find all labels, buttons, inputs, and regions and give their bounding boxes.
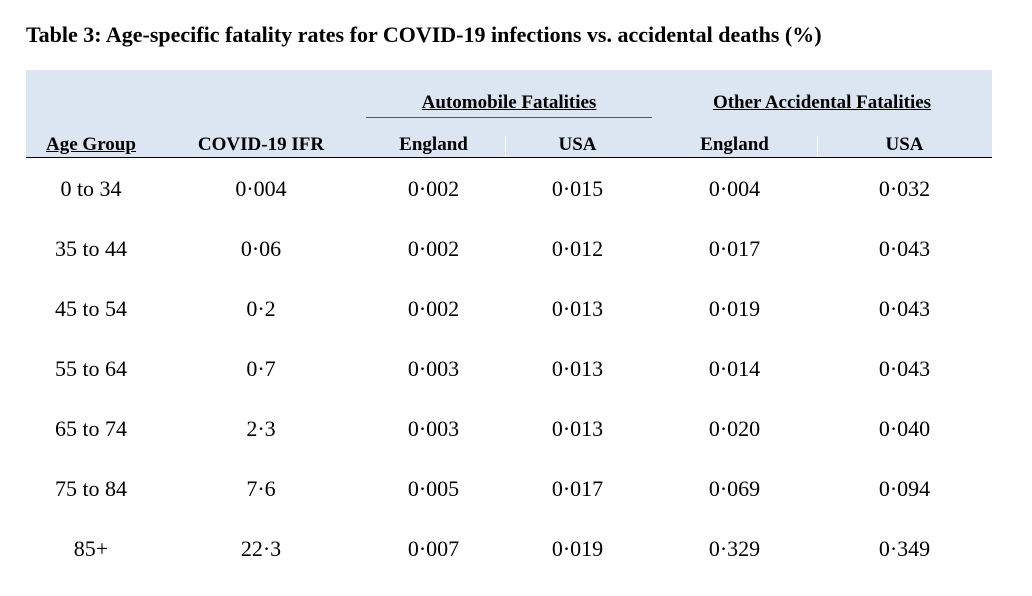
table-row: 0 to 34 0·004 0·002 0·015 0·004 0·032 <box>0 176 1032 216</box>
cell-other-england: 0·020 <box>708 416 761 441</box>
cell-auto-usa: 0·017 <box>551 476 604 501</box>
cell-other-usa: 0·032 <box>878 176 931 201</box>
cell-other-usa: 0·043 <box>878 296 931 321</box>
group-header-other-accidental: Other Accidental Fatalities <box>712 92 932 113</box>
cell-auto-england: 0·003 <box>407 356 460 381</box>
table-header-band <box>26 70 992 158</box>
cell-covid-ifr: 0·7 <box>246 356 276 381</box>
column-separator <box>505 136 506 158</box>
cell-covid-ifr: 0·2 <box>246 296 276 321</box>
cell-age-group: 75 to 84 <box>54 476 128 501</box>
cell-auto-england: 0·002 <box>407 176 460 201</box>
cell-covid-ifr: 22·3 <box>240 536 282 561</box>
cell-age-group: 35 to 44 <box>54 236 128 261</box>
cell-age-group: 45 to 54 <box>54 296 128 321</box>
cell-auto-usa: 0·013 <box>551 416 604 441</box>
cell-auto-england: 0·003 <box>407 416 460 441</box>
cell-other-usa: 0·043 <box>878 236 931 261</box>
cell-other-england: 0·014 <box>708 356 761 381</box>
cell-auto-usa: 0·019 <box>551 536 604 561</box>
column-header-covid-ifr: COVID-19 IFR <box>197 134 325 155</box>
cell-covid-ifr: 7·6 <box>246 476 276 501</box>
column-header-other-england: England <box>700 134 769 155</box>
cell-other-usa: 0·043 <box>878 356 931 381</box>
cell-auto-england: 0·002 <box>407 296 460 321</box>
cell-auto-england: 0·002 <box>407 236 460 261</box>
cell-age-group: 0 to 34 <box>60 176 122 201</box>
table-row: 85+ 22·3 0·007 0·019 0·329 0·349 <box>0 536 1032 576</box>
cell-age-group: 65 to 74 <box>54 416 128 441</box>
header-rule <box>26 157 992 158</box>
group-header-automobile: Automobile Fatalities <box>421 92 597 113</box>
table-row: 35 to 44 0·06 0·002 0·012 0·017 0·043 <box>0 236 1032 276</box>
table-row: 55 to 64 0·7 0·003 0·013 0·014 0·043 <box>0 356 1032 396</box>
cell-other-england: 0·004 <box>708 176 761 201</box>
cell-other-england: 0·017 <box>708 236 761 261</box>
cell-other-england: 0·069 <box>708 476 761 501</box>
cell-auto-usa: 0·013 <box>551 296 604 321</box>
column-separator <box>817 136 818 158</box>
cell-other-usa: 0·349 <box>878 536 931 561</box>
cell-age-group: 55 to 64 <box>54 356 128 381</box>
cell-other-usa: 0·094 <box>878 476 931 501</box>
cell-auto-usa: 0·013 <box>551 356 604 381</box>
cell-covid-ifr: 0·06 <box>240 236 282 261</box>
column-header-auto-england: England <box>399 134 468 155</box>
cell-covid-ifr: 0·004 <box>235 176 287 201</box>
table-title: Table 3: Age-specific fatality rates for… <box>26 22 822 47</box>
group-rule-automobile <box>366 117 652 118</box>
table-row: 45 to 54 0·2 0·002 0·013 0·019 0·043 <box>0 296 1032 336</box>
table-row: 65 to 74 2·3 0·003 0·013 0·020 0·040 <box>0 416 1032 456</box>
table-row: 75 to 84 7·6 0·005 0·017 0·069 0·094 <box>0 476 1032 516</box>
cell-auto-england: 0·007 <box>407 536 460 561</box>
cell-other-usa: 0·040 <box>878 416 931 441</box>
cell-other-england: 0·329 <box>708 536 761 561</box>
cell-auto-usa: 0·012 <box>551 236 604 261</box>
column-header-other-usa: USA <box>885 134 924 155</box>
cell-age-group: 85+ <box>73 536 109 561</box>
cell-other-england: 0·019 <box>708 296 761 321</box>
cell-covid-ifr: 2·3 <box>246 416 276 441</box>
column-header-auto-usa: USA <box>558 134 597 155</box>
cell-auto-england: 0·005 <box>407 476 460 501</box>
cell-auto-usa: 0·015 <box>551 176 604 201</box>
column-header-age-group: Age Group <box>46 134 136 155</box>
